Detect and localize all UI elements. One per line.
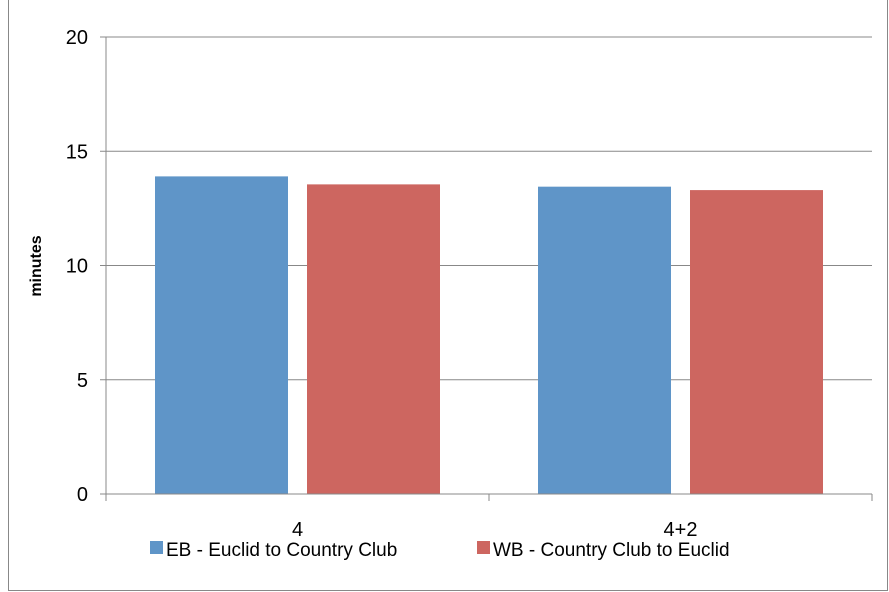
bar	[690, 190, 823, 494]
bar	[307, 184, 440, 494]
chart-frame	[8, 0, 888, 591]
legend: EB - Euclid to Country Club WB - Country …	[150, 540, 730, 561]
y-axis-ticks: 0 5 10 15 20	[66, 27, 106, 506]
legend-swatch	[477, 541, 490, 554]
y-tick-label: 0	[77, 484, 88, 506]
x-axis-labels: 4 4+2	[292, 519, 698, 541]
y-tick-label: 15	[66, 141, 88, 163]
x-tick-label: 4+2	[664, 519, 698, 541]
legend-item: EB - Euclid to Country Club	[150, 540, 397, 561]
x-axis-ticks	[105, 494, 873, 501]
bar	[155, 176, 288, 494]
y-axis-title: minutes	[28, 235, 45, 296]
legend-item: WB - Country Club to Euclid	[477, 540, 730, 561]
bars	[155, 176, 823, 495]
y-tick-label: 5	[77, 370, 88, 392]
bar	[538, 186, 671, 495]
legend-swatch	[150, 541, 163, 554]
y-tick-label: 10	[66, 256, 88, 278]
legend-label: EB - Euclid to Country Club	[166, 540, 397, 561]
y-tick-label: 20	[66, 27, 88, 49]
x-tick-label: 4	[292, 519, 303, 541]
legend-label: WB - Country Club to Euclid	[493, 540, 730, 561]
